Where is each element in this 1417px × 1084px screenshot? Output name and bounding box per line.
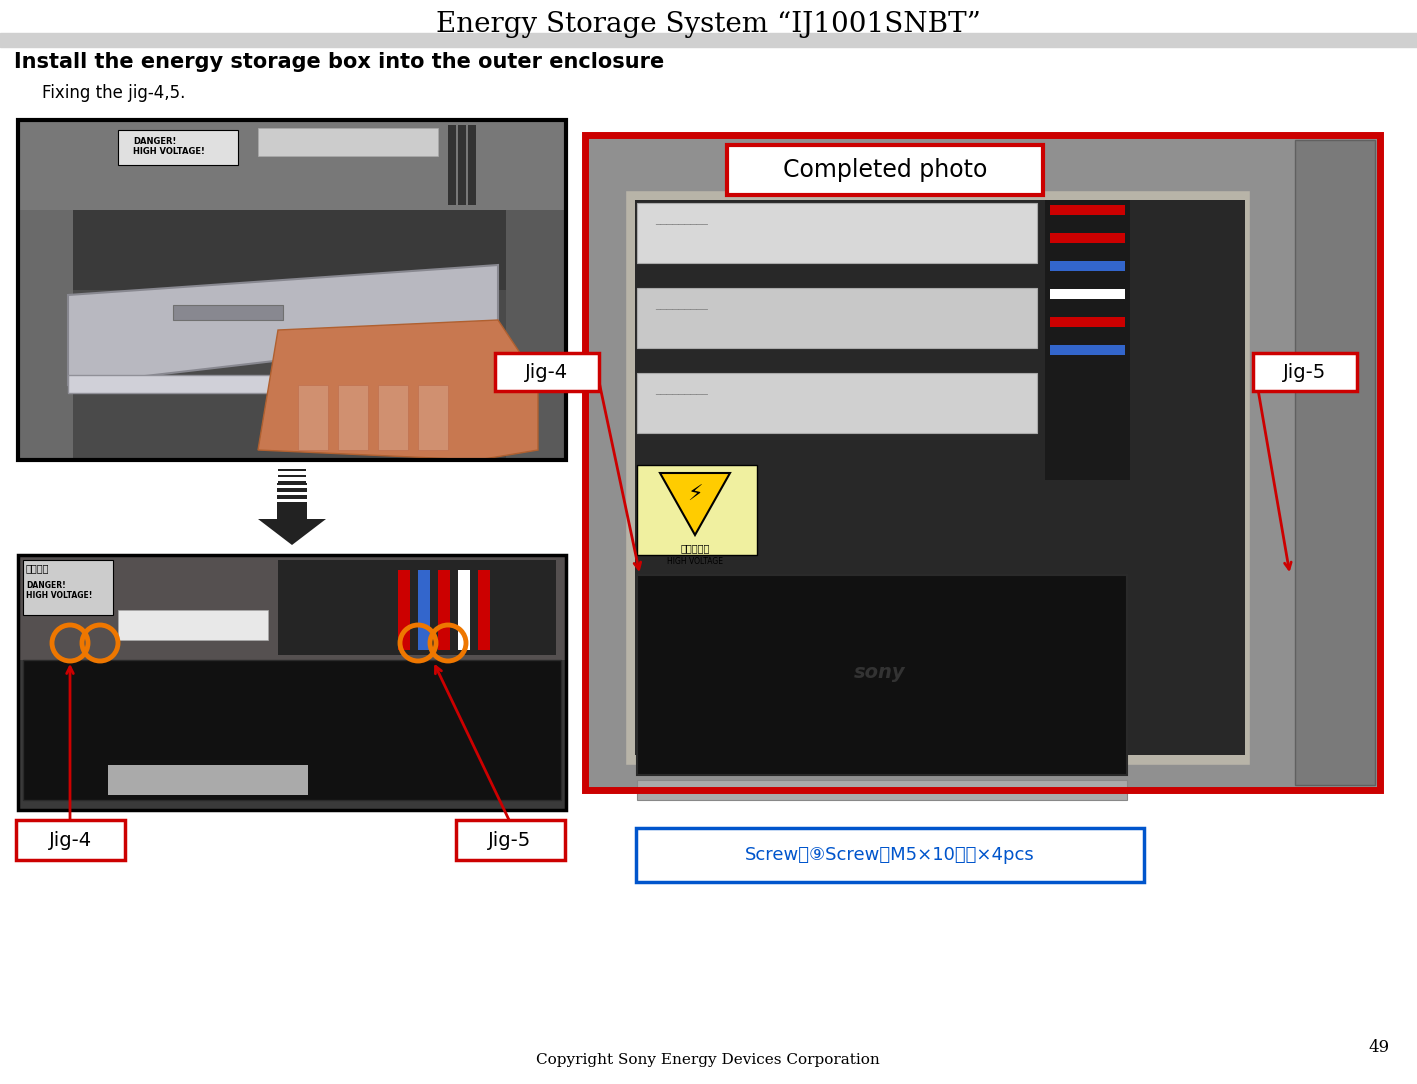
Polygon shape xyxy=(258,320,538,460)
Text: DANGER!
HIGH VOLTAGE!: DANGER! HIGH VOLTAGE! xyxy=(133,137,205,156)
Bar xyxy=(173,305,283,320)
Bar xyxy=(18,210,74,460)
Text: 高電圧注意: 高電圧注意 xyxy=(680,543,710,553)
Bar xyxy=(23,560,113,615)
Text: ─────────: ───────── xyxy=(655,390,708,400)
Bar xyxy=(506,210,565,460)
Text: Energy Storage System “IJ1001SNBT”: Energy Storage System “IJ1001SNBT” xyxy=(435,11,981,38)
Polygon shape xyxy=(660,473,730,535)
Bar xyxy=(278,472,306,475)
Text: Jig-4: Jig-4 xyxy=(526,362,568,382)
Text: Fixing the jig-4,5.: Fixing the jig-4,5. xyxy=(43,83,186,102)
Bar xyxy=(276,485,307,488)
Text: Screw：⑨Screw（M5×10㎜）×4pcs: Screw：⑨Screw（M5×10㎜）×4pcs xyxy=(745,846,1034,864)
Bar xyxy=(1050,345,1125,354)
Bar xyxy=(278,465,306,469)
Bar xyxy=(18,120,565,210)
Bar xyxy=(298,385,327,450)
Bar xyxy=(1050,233,1125,243)
Bar xyxy=(1044,201,1129,480)
Bar xyxy=(468,125,476,205)
Text: Completed photo: Completed photo xyxy=(782,158,988,182)
Bar xyxy=(418,385,448,450)
Text: HIGH VOLTAGE: HIGH VOLTAGE xyxy=(667,557,723,566)
Bar xyxy=(458,570,470,650)
Bar xyxy=(118,610,268,640)
Text: Jig-5: Jig-5 xyxy=(489,830,531,850)
Bar xyxy=(585,136,1380,790)
Polygon shape xyxy=(68,264,497,385)
Bar xyxy=(1050,289,1125,299)
Bar xyxy=(339,385,368,450)
Text: ─────────: ───────── xyxy=(655,305,708,315)
Bar xyxy=(276,492,307,495)
Bar xyxy=(23,660,561,800)
Text: ⚡: ⚡ xyxy=(687,485,703,505)
Bar xyxy=(418,570,429,650)
Bar xyxy=(438,570,451,650)
Bar xyxy=(18,120,565,460)
FancyBboxPatch shape xyxy=(1253,353,1357,391)
Bar xyxy=(1295,140,1374,785)
FancyBboxPatch shape xyxy=(495,353,599,391)
Bar xyxy=(478,570,490,650)
Bar xyxy=(18,555,565,660)
Bar xyxy=(18,555,565,810)
Bar xyxy=(1050,261,1125,271)
Bar xyxy=(68,375,497,393)
Bar xyxy=(0,33,1417,47)
Polygon shape xyxy=(258,519,326,545)
Bar xyxy=(638,465,757,555)
Bar xyxy=(1050,205,1125,215)
Bar xyxy=(638,575,1127,775)
Bar xyxy=(458,125,466,205)
Bar xyxy=(278,560,555,655)
Bar xyxy=(638,373,1037,433)
Bar xyxy=(638,780,1127,800)
Bar xyxy=(638,203,1037,263)
Bar xyxy=(635,201,1246,754)
Bar xyxy=(638,288,1037,348)
Text: Jig-5: Jig-5 xyxy=(1284,362,1326,382)
FancyBboxPatch shape xyxy=(16,820,125,860)
Bar xyxy=(278,465,306,483)
Bar xyxy=(278,477,306,481)
Bar xyxy=(18,555,565,810)
Bar xyxy=(74,210,506,291)
Bar xyxy=(378,385,408,450)
Text: 電圧注意: 電圧注意 xyxy=(26,563,50,573)
Bar xyxy=(118,130,238,165)
Bar xyxy=(398,570,410,650)
Text: Jig-4: Jig-4 xyxy=(48,830,92,850)
Text: ─────────: ───────── xyxy=(655,220,708,230)
Text: Install the energy storage box into the outer enclosure: Install the energy storage box into the … xyxy=(14,52,665,72)
Bar xyxy=(276,499,307,502)
Bar xyxy=(258,128,438,156)
FancyBboxPatch shape xyxy=(727,145,1043,195)
Text: Copyright Sony Energy Devices Corporation: Copyright Sony Energy Devices Corporatio… xyxy=(536,1053,880,1067)
FancyBboxPatch shape xyxy=(636,828,1144,882)
Text: sony: sony xyxy=(854,663,905,683)
Bar xyxy=(625,190,1250,765)
Bar xyxy=(18,120,565,460)
Text: DANGER!
HIGH VOLTAGE!: DANGER! HIGH VOLTAGE! xyxy=(26,581,92,601)
Text: 49: 49 xyxy=(1369,1040,1390,1057)
Bar xyxy=(1050,317,1125,327)
Bar xyxy=(585,136,1380,790)
FancyBboxPatch shape xyxy=(456,820,565,860)
Bar xyxy=(276,483,307,519)
Bar xyxy=(108,765,307,795)
Bar xyxy=(448,125,456,205)
